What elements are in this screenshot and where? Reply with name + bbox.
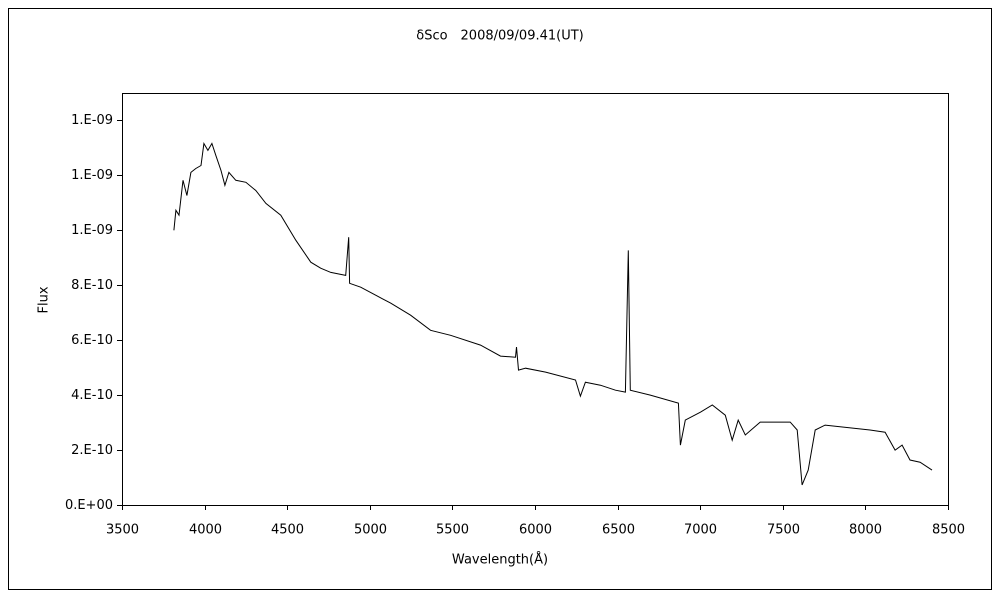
y-tick-label: 1.E-09 bbox=[71, 168, 113, 183]
x-tick-label: 4000 bbox=[189, 523, 222, 538]
y-tick-label: 4.E-10 bbox=[71, 388, 113, 403]
x-tick-label: 7500 bbox=[767, 523, 800, 538]
x-tick-label: 4500 bbox=[271, 523, 304, 538]
spectrum-line bbox=[173, 141, 933, 486]
x-tick-label: 7000 bbox=[684, 523, 717, 538]
chart-title: δSco 2008/09/09.41(UT) bbox=[416, 29, 584, 44]
plot-area bbox=[122, 93, 949, 506]
x-tick-label: 6500 bbox=[602, 523, 635, 538]
x-tick-label: 5500 bbox=[436, 523, 469, 538]
x-tick-label: 5000 bbox=[354, 523, 387, 538]
y-tick-label: 6.E-10 bbox=[71, 333, 113, 348]
y-tick-label: 1.E-09 bbox=[71, 113, 113, 128]
y-tick-label: 0.E+00 bbox=[65, 498, 113, 513]
x-tick-label: 8500 bbox=[932, 523, 965, 538]
x-tick-label: 6000 bbox=[519, 523, 552, 538]
y-tick-label: 2.E-10 bbox=[71, 443, 113, 458]
x-tick-label: 3500 bbox=[106, 523, 139, 538]
y-axis-label: Flux bbox=[37, 286, 52, 313]
y-tick-label: 1.E-09 bbox=[71, 223, 113, 238]
x-axis-label: Wavelength(Å) bbox=[452, 552, 548, 568]
y-tick-label: 8.E-10 bbox=[71, 278, 113, 293]
x-tick-label: 8000 bbox=[849, 523, 882, 538]
